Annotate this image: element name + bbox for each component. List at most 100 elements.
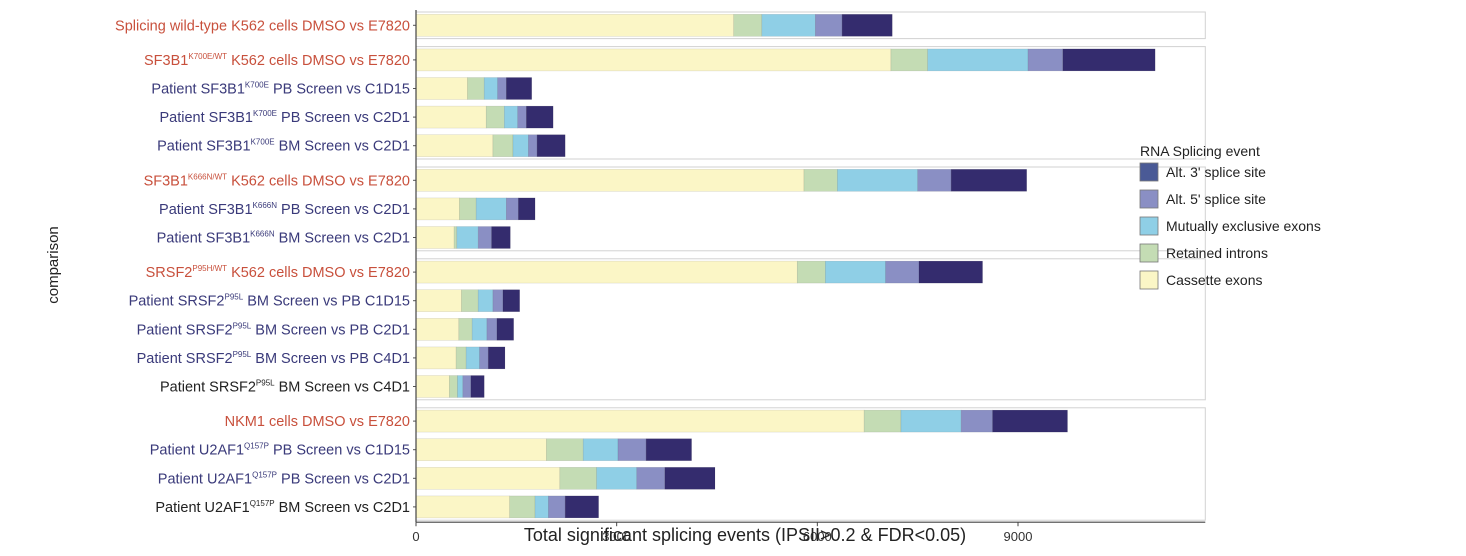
bar-segment-retained-introns xyxy=(559,466,597,490)
bar-segment-alt-3-splice-site xyxy=(505,77,533,100)
bar-segment-mutually-exclusive-exons xyxy=(512,134,529,157)
bar-segment-mutually-exclusive-exons xyxy=(761,14,816,37)
bar-segment-cassette-exons xyxy=(415,260,798,284)
comparison-group: SRSF2P95H/WT K562 cells DMSO vs E7820 Pat… xyxy=(129,258,1206,401)
row-label-main: Patient U2AF1 xyxy=(158,471,252,487)
row-label-main: Patient SF3B1 xyxy=(157,139,251,155)
bar-segment-retained-introns xyxy=(796,260,826,284)
bar-segment-alt-5-splice-site xyxy=(486,317,498,341)
row-label-main: SF3B1 xyxy=(144,53,188,69)
row-label: SRSF2P95H/WT K562 cells DMSO vs E7820 xyxy=(146,264,410,281)
bar-segment-cassette-exons xyxy=(415,48,892,72)
bar-segment-alt-3-splice-site xyxy=(645,438,692,462)
bar-segment-alt-5-splice-site xyxy=(462,375,472,398)
bar-segment-alt-3-splice-site xyxy=(470,375,485,398)
comparison-group: SF3B1K666N/WT K562 cells DMSO vs E7820 Pa… xyxy=(144,166,1206,252)
legend-item: Mutually exclusive exons xyxy=(1139,216,1321,236)
bar-segment-alt-3-splice-site xyxy=(664,466,716,490)
row-label-main: Patient SRSF2 xyxy=(160,380,256,396)
x-axis-title: Total significant splicing events (IPSII… xyxy=(524,525,966,545)
bar-segment-alt-5-splice-site xyxy=(617,438,647,462)
bar-segment-retained-introns xyxy=(459,197,477,221)
bar-segment-mutually-exclusive-exons xyxy=(927,48,1029,72)
row-label-superscript: P95H/WT xyxy=(192,264,227,273)
bar-segment-mutually-exclusive-exons xyxy=(456,226,479,249)
bar-segment-cassette-exons xyxy=(415,105,487,129)
row-label: Patient U2AF1Q157P PB Screen vs C2D1 xyxy=(158,470,410,487)
bar-segment-cassette-exons xyxy=(415,226,455,249)
row-label-rest: BM Screen vs PB C1D15 xyxy=(243,294,410,310)
row-label-main: NKM1 cells DMSO vs E7820 xyxy=(225,414,410,430)
bar-segment-cassette-exons xyxy=(415,77,468,100)
row-label-main: Patient SF3B1 xyxy=(159,202,253,218)
bar-segment-mutually-exclusive-exons xyxy=(596,466,638,490)
row-label-rest: PB Screen vs C1D15 xyxy=(269,82,410,98)
legend-item: Retained introns xyxy=(1139,243,1268,263)
bar-segment-retained-introns xyxy=(546,438,584,462)
bar-segment-retained-introns xyxy=(803,169,838,192)
bar-segment-alt-3-splice-site xyxy=(487,346,506,370)
bar-segment-cassette-exons xyxy=(415,14,735,37)
bar-segment-alt-5-splice-site xyxy=(885,260,920,284)
row-label-rest: PB Screen vs C2D1 xyxy=(277,110,410,126)
comparison-row: Patient SRSF2P95L BM Screen vs PB C2D1 xyxy=(137,317,514,341)
row-label-main: SRSF2 xyxy=(146,265,193,281)
comparison-row: Splicing wild-type K562 cells DMSO vs E7… xyxy=(115,14,893,37)
bar-segment-cassette-exons xyxy=(415,169,805,192)
x-tick-label: 0 xyxy=(412,529,419,544)
row-label: Patient SF3B1K666N BM Screen vs C2D1 xyxy=(157,230,410,247)
row-label: Patient SF3B1K666N PB Screen vs C2D1 xyxy=(159,201,410,218)
row-label-rest: BM Screen vs PB C2D1 xyxy=(251,322,410,338)
legend-label: Alt. 5' splice site xyxy=(1166,191,1266,207)
bar-segment-retained-introns xyxy=(467,77,485,100)
bar-segment-mutually-exclusive-exons xyxy=(477,289,494,313)
row-label-superscript: K666N xyxy=(253,201,278,210)
bar-segment-retained-introns xyxy=(890,48,929,72)
bar-segment-alt-5-splice-site xyxy=(479,346,489,370)
legend-item: Alt. 5' splice site xyxy=(1139,189,1266,209)
bar-segment-alt-3-splice-site xyxy=(950,169,1027,192)
comparison-row: Patient U2AF1Q157P BM Screen vs C2D1 xyxy=(155,495,599,519)
row-label: Patient U2AF1Q157P BM Screen vs C2D1 xyxy=(155,499,410,516)
row-label-rest: BM Screen vs C4D1 xyxy=(275,380,410,396)
bar-segment-alt-3-splice-site xyxy=(502,289,520,313)
row-label-rest: PB Screen vs C2D1 xyxy=(277,471,410,487)
bar-segment-alt-5-splice-site xyxy=(492,289,504,313)
row-label-rest: BM Screen vs C2D1 xyxy=(275,231,410,247)
row-label: Patient U2AF1Q157P PB Screen vs C1D15 xyxy=(150,442,410,459)
bar-segment-mutually-exclusive-exons xyxy=(837,169,918,192)
row-label: NKM1 cells DMSO vs E7820 xyxy=(225,414,410,430)
bar-segment-cassette-exons xyxy=(415,466,561,490)
bar-segment-alt-3-splice-site xyxy=(496,317,514,341)
row-label-main: Patient SRSF2 xyxy=(129,294,225,310)
bar-segment-cassette-exons xyxy=(415,375,450,398)
bar-segment-alt-5-splice-site xyxy=(517,105,527,129)
comparison-row: Patient SF3B1K666N PB Screen vs C2D1 xyxy=(159,197,536,221)
x-tick-label: 3000 xyxy=(602,529,631,544)
legend-item: Alt. 3' splice site xyxy=(1139,162,1266,182)
bar-segment-alt-5-splice-site xyxy=(815,14,843,37)
row-label-rest: PB Screen vs C1D15 xyxy=(269,443,410,459)
comparison-row: Patient SRSF2P95L BM Screen vs PB C4D1 xyxy=(137,346,506,370)
bar-segment-cassette-exons xyxy=(415,438,547,462)
bar-segment-retained-introns xyxy=(458,317,473,341)
comparison-row: SF3B1K666N/WT K562 cells DMSO vs E7820 xyxy=(144,169,1027,192)
bar-segment-alt-3-splice-site xyxy=(841,14,893,37)
row-label-main: Patient SF3B1 xyxy=(157,231,251,247)
x-tick-label: 9000 xyxy=(1004,529,1033,544)
row-label-main: Patient U2AF1 xyxy=(155,500,249,516)
comparison-row: SRSF2P95H/WT K562 cells DMSO vs E7820 xyxy=(146,260,983,284)
row-label-main: Patient SF3B1 xyxy=(151,82,245,98)
bar-segment-alt-3-splice-site xyxy=(526,105,554,129)
row-label-rest: K562 cells DMSO vs E7820 xyxy=(227,173,410,189)
bar-segment-mutually-exclusive-exons xyxy=(475,197,507,221)
row-label: SF3B1K700E/WT K562 cells DMSO vs E7820 xyxy=(144,52,410,69)
bar-segment-mutually-exclusive-exons xyxy=(457,375,464,398)
row-label: Patient SRSF2P95L BM Screen vs PB C2D1 xyxy=(137,321,410,338)
bar-segment-alt-5-splice-site xyxy=(477,226,492,249)
bar-segment-alt-5-splice-site xyxy=(497,77,507,100)
row-label: Patient SRSF2P95L BM Screen vs PB C4D1 xyxy=(137,350,410,367)
bar-segment-retained-introns xyxy=(492,134,514,157)
row-label-main: Patient U2AF1 xyxy=(150,443,244,459)
